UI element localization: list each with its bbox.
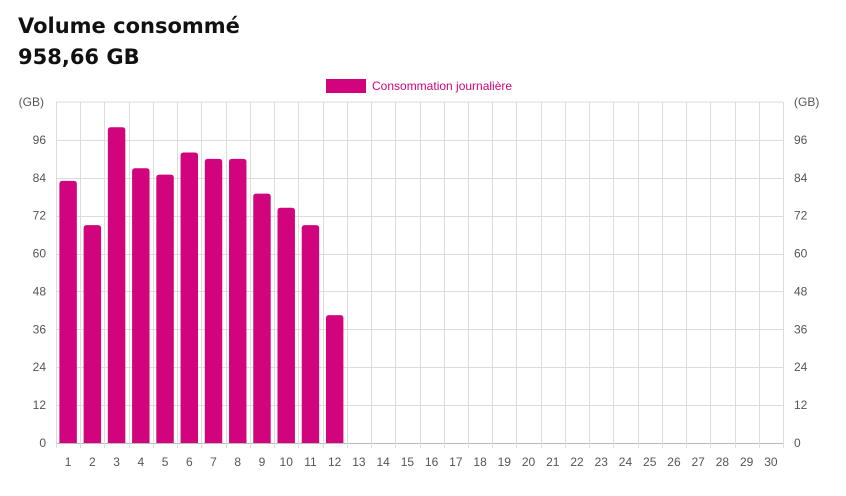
y-tick-label-right: 12	[794, 398, 808, 412]
y-tick-label-right: 0	[794, 436, 801, 450]
y-tick-label-left: 0	[39, 436, 46, 450]
y-axis-unit-right: (GB)	[794, 95, 819, 109]
x-tick-label: 18	[473, 455, 487, 469]
y-tick-label-right: 96	[794, 133, 808, 147]
x-axis-ticks: 1 2 3 4 5 6 7 8 9 10 11 12 13 14 15 16 17 18 19 20 21 22 23 24 2…	[65, 455, 778, 469]
bar-day-12[interactable]	[325, 315, 344, 443]
y-tick-label-right: 72	[794, 209, 808, 223]
y-tick-label-left: 36	[33, 322, 47, 336]
bar-day-8[interactable]	[229, 158, 247, 444]
bar-day-4[interactable]	[132, 168, 150, 444]
x-tick-label: 19	[498, 455, 512, 469]
x-tick-label: 9	[259, 455, 266, 469]
x-tick-label: 10	[280, 455, 294, 469]
bar-day-6[interactable]	[180, 152, 199, 443]
y-tick-label-right: 48	[794, 284, 808, 298]
x-tick-label: 7	[210, 455, 217, 469]
x-tick-label: 26	[667, 455, 681, 469]
x-tick-label: 14	[376, 455, 390, 469]
x-tick-label: 3	[113, 455, 120, 469]
x-tick-label: 23	[595, 455, 609, 469]
y-tick-label-right: 60	[794, 247, 808, 261]
y-axis-ticks: 0 0 12 12 24 24 36 36 48 48 60 60 72 72 84 84 96 96	[33, 133, 808, 450]
legend-label: Consommation journalière	[372, 79, 512, 93]
y-tick-label-left: 96	[33, 133, 47, 147]
x-tick-label: 8	[234, 455, 241, 469]
x-tick-label: 25	[643, 455, 657, 469]
x-tick-label: 4	[137, 455, 144, 469]
x-tick-label: 12	[328, 455, 342, 469]
bar-day-9[interactable]	[253, 193, 271, 443]
x-tick-label: 28	[716, 455, 730, 469]
x-tick-label: 11	[304, 455, 317, 469]
x-tick-label: 21	[546, 455, 560, 469]
y-tick-label-left: 48	[33, 284, 47, 298]
bar-day-7[interactable]	[204, 158, 223, 444]
x-tick-label: 2	[89, 455, 96, 469]
x-tick-label: 24	[619, 455, 633, 469]
chart-legend[interactable]: Consommation journalière	[326, 79, 512, 93]
bar-day-3[interactable]	[107, 127, 126, 443]
y-tick-label-left: 60	[33, 247, 47, 261]
x-tick-label: 27	[692, 455, 706, 469]
y-tick-label-right: 84	[794, 171, 808, 185]
bar-day-2[interactable]	[83, 225, 102, 443]
y-tick-label-left: 84	[33, 171, 47, 185]
y-axis-unit-left: (GB)	[19, 95, 44, 109]
card-title: Volume consommé	[18, 14, 240, 38]
bar-day-10[interactable]	[277, 207, 295, 443]
bar-day-1[interactable]	[59, 180, 77, 443]
grid-lines	[56, 101, 784, 448]
bar-day-11[interactable]	[301, 225, 320, 443]
x-tick-label: 15	[401, 455, 415, 469]
y-tick-label-right: 24	[794, 360, 808, 374]
y-tick-label-right: 36	[794, 322, 808, 336]
x-tick-label: 30	[764, 455, 778, 469]
y-tick-label-left: 12	[33, 398, 47, 412]
x-tick-label: 20	[522, 455, 536, 469]
x-tick-label: 6	[186, 455, 193, 469]
x-tick-label: 22	[570, 455, 584, 469]
x-tick-label: 5	[162, 455, 169, 469]
x-tick-label: 29	[740, 455, 754, 469]
y-tick-label-left: 72	[33, 209, 47, 223]
x-tick-label: 13	[352, 455, 366, 469]
x-tick-label: 17	[449, 455, 463, 469]
legend-swatch	[326, 79, 366, 93]
bars	[59, 127, 344, 444]
x-tick-label: 1	[65, 455, 72, 469]
total-volume: 958,66 GB	[18, 45, 140, 69]
bar-day-5[interactable]	[156, 174, 174, 444]
x-tick-label: 16	[425, 455, 439, 469]
y-tick-label-left: 24	[33, 360, 47, 374]
